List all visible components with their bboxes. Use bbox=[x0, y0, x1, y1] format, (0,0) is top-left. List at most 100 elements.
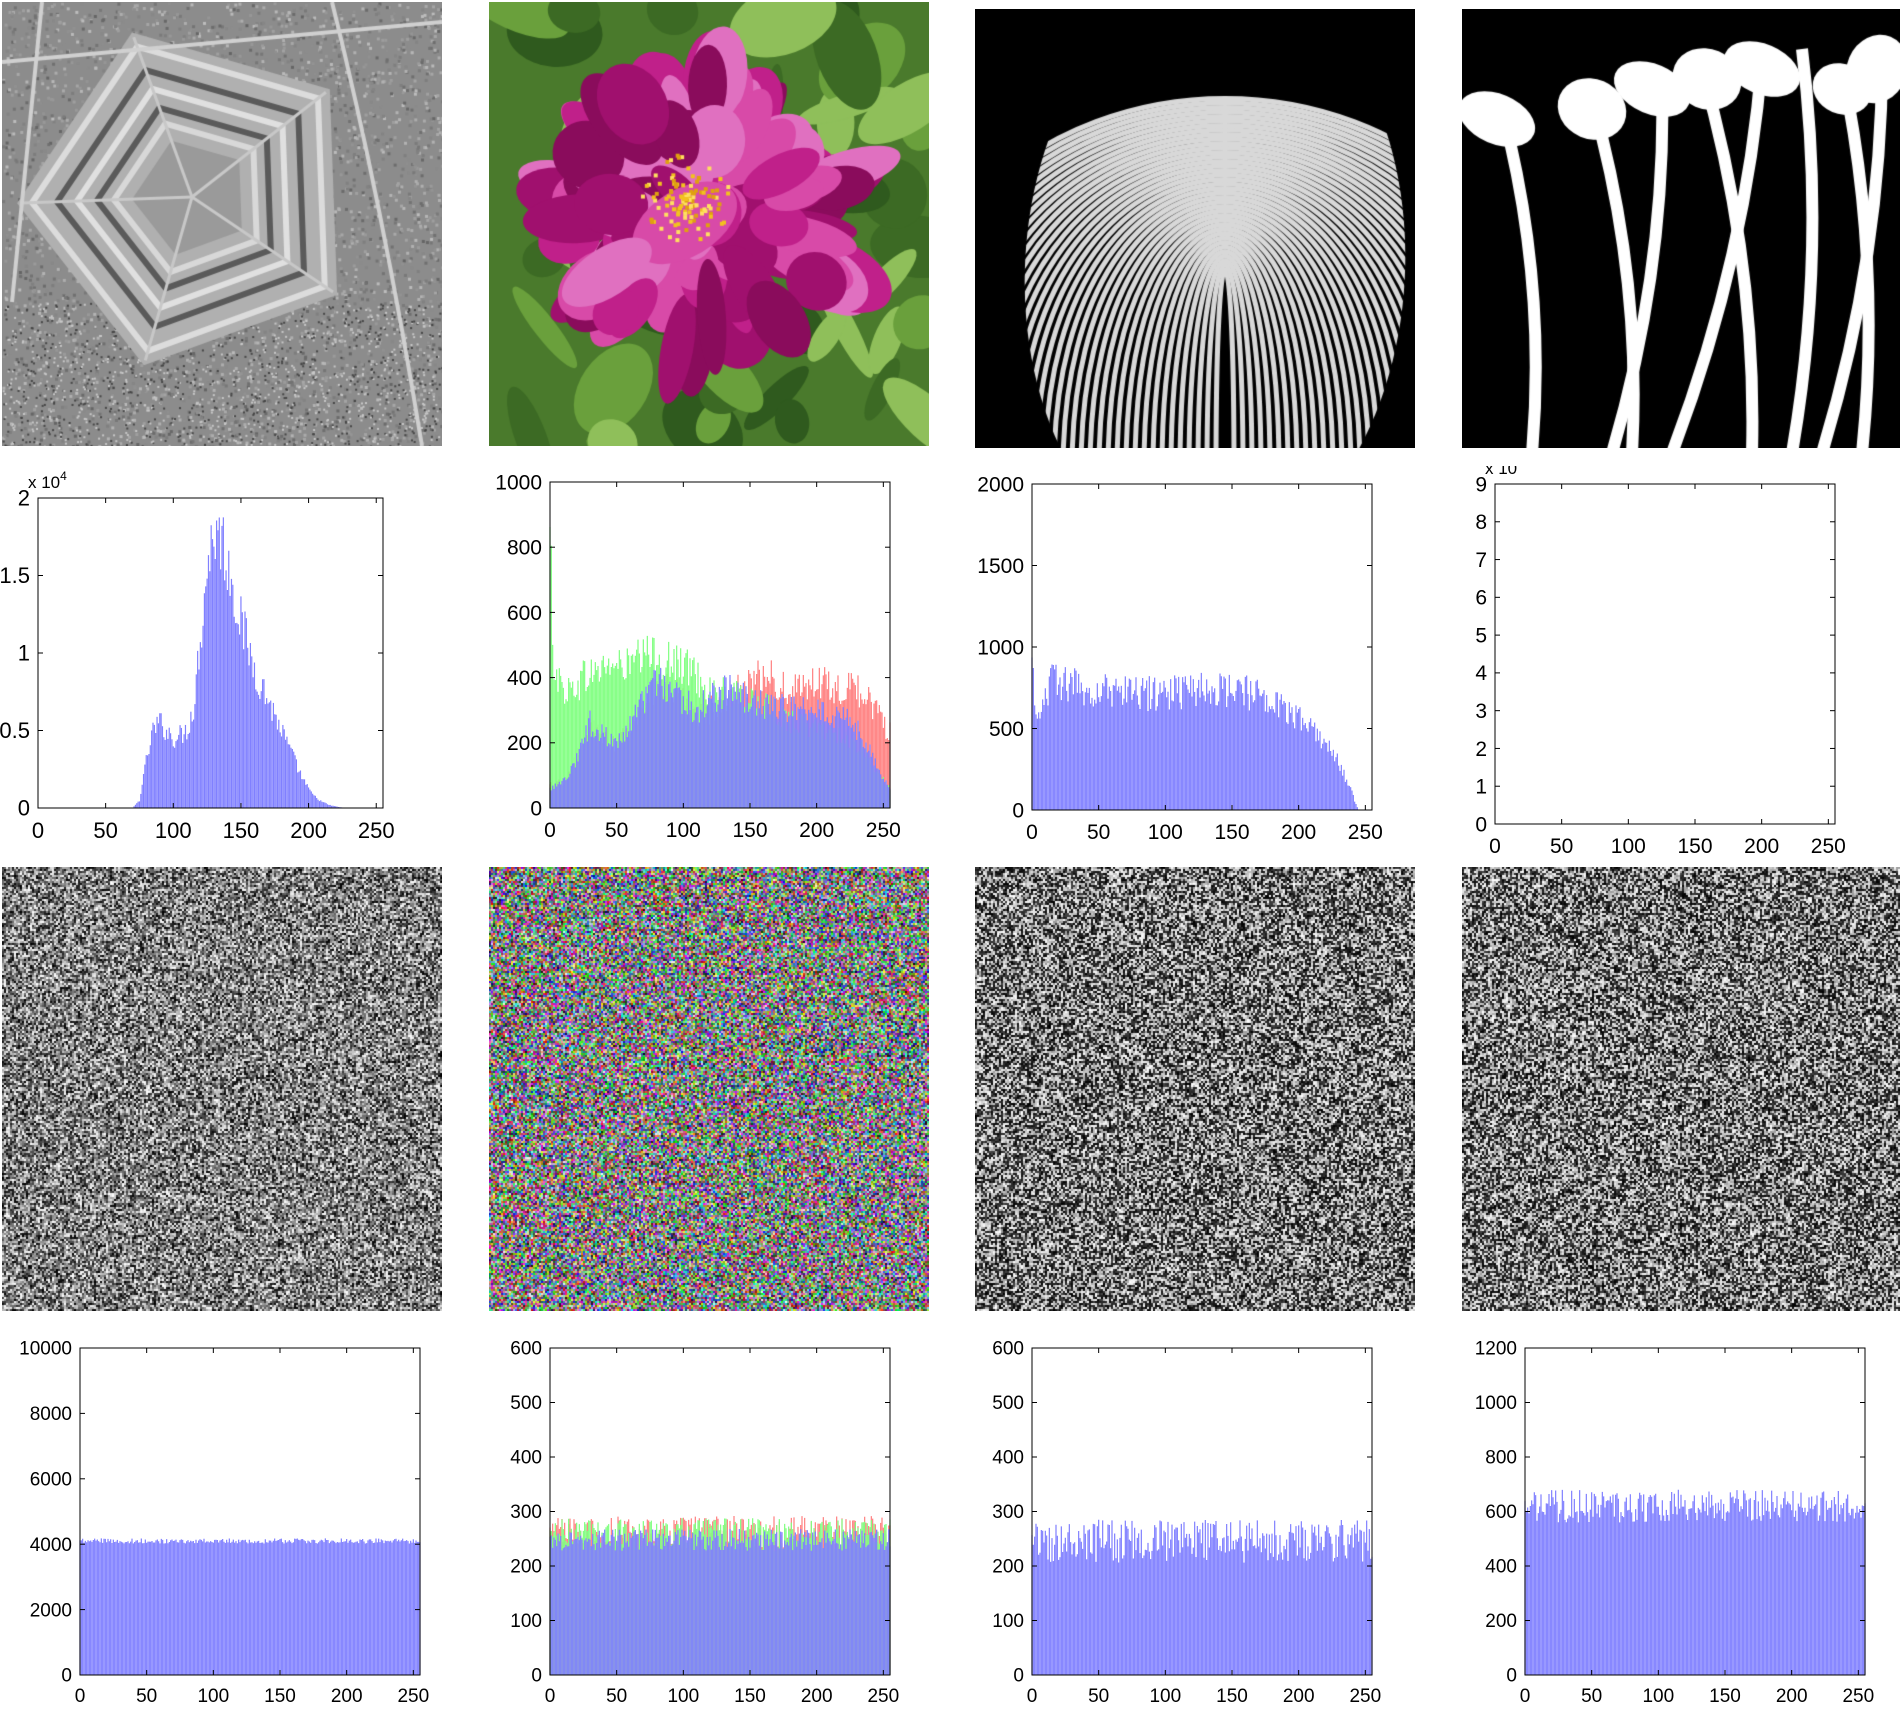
encrypted-fingerprint-image bbox=[975, 867, 1415, 1311]
x-tick-label: 250 bbox=[867, 1686, 899, 1707]
x-tick-label: 250 bbox=[358, 818, 395, 843]
x-tick-label: 150 bbox=[734, 1686, 766, 1707]
aerial-pentagon-image-canvas bbox=[2, 2, 442, 446]
series-bars bbox=[1524, 1489, 1866, 1675]
x-tick-label: 150 bbox=[223, 818, 260, 843]
y-tick-label: 0 bbox=[61, 1666, 72, 1687]
y-tick-label: 500 bbox=[510, 1393, 542, 1414]
histogram-svg: 0 100 200 300 400 500 600 0 50 100 150 200 250 bbox=[992, 1339, 1381, 1707]
y-tick-label: 400 bbox=[992, 1448, 1024, 1469]
encrypted-lilies-image-canvas bbox=[1462, 867, 1900, 1311]
x-tick-label: 0 bbox=[545, 1686, 556, 1707]
histogram-lilies: 0 1 2 3 4 5 6 7 8 9 0 50 100 150 200 250 x 104 bbox=[1450, 466, 1850, 866]
y-tick-label: 6 bbox=[1475, 587, 1487, 610]
y-tick-label: 1200 bbox=[1475, 1339, 1517, 1360]
histogram-svg: 0 2000 4000 6000 8000 10000 0 50 100 150 200 250 bbox=[19, 1339, 429, 1707]
y-tick-label: 100 bbox=[510, 1611, 542, 1632]
x-tick-label: 100 bbox=[1642, 1686, 1674, 1707]
x-tick-label: 200 bbox=[1776, 1686, 1808, 1707]
y-tick-label: 1000 bbox=[977, 636, 1024, 659]
x-tick-label: 0 bbox=[544, 819, 556, 842]
y-tick-label: 200 bbox=[1485, 1611, 1517, 1632]
plot-frame bbox=[1494, 483, 1836, 825]
y-tick-label: 5 bbox=[1475, 624, 1487, 647]
series-bars bbox=[1031, 1519, 1373, 1675]
histogram-peony: 0 200 400 600 800 1000 0 50 100 150 200 250 bbox=[478, 466, 918, 866]
x-tick-label: 200 bbox=[290, 818, 327, 843]
x-tick-label: 50 bbox=[605, 819, 628, 842]
x-tick-label: 100 bbox=[667, 1686, 699, 1707]
plot-frame bbox=[549, 481, 891, 809]
y-tick-label: 100 bbox=[992, 1611, 1024, 1632]
y-tick-label: 4000 bbox=[30, 1535, 72, 1556]
y-tick-label: 400 bbox=[510, 1448, 542, 1469]
x-tick-label: 250 bbox=[397, 1686, 429, 1707]
histogram-encrypted-lilies: 0 200 400 600 800 1000 1200 0 50 100 150 200 250 bbox=[1450, 1330, 1890, 1725]
plot-frame bbox=[79, 1347, 421, 1676]
histogram-encrypted-peony: 0 100 200 300 400 500 600 0 50 100 150 200 250 bbox=[478, 1330, 918, 1725]
y-tick-label: 0 bbox=[1013, 1666, 1024, 1687]
x-tick-label: 100 bbox=[1148, 821, 1183, 844]
encrypted-lilies-image bbox=[1462, 867, 1900, 1311]
x-tick-label: 200 bbox=[1744, 835, 1779, 858]
encrypted-peony-image bbox=[489, 867, 929, 1311]
x-tick-label: 150 bbox=[1216, 1686, 1248, 1707]
encrypted-fingerprint-image-canvas bbox=[975, 867, 1415, 1311]
y-tick-label: 600 bbox=[510, 1339, 542, 1360]
fingerprint-image bbox=[975, 9, 1415, 448]
y-tick-label: 0 bbox=[1506, 1666, 1517, 1687]
x-tick-label: 0 bbox=[1520, 1686, 1531, 1707]
y-tick-label: 7 bbox=[1475, 549, 1487, 572]
y-tick-label: 600 bbox=[1485, 1502, 1517, 1523]
x-tick-label: 150 bbox=[1214, 821, 1249, 844]
peony-flower-image bbox=[489, 2, 929, 446]
x-tick-label: 50 bbox=[1088, 1686, 1109, 1707]
y-tick-label: 1 bbox=[18, 641, 30, 666]
fingerprint-image-canvas bbox=[975, 9, 1415, 448]
y-tick-label: 300 bbox=[510, 1502, 542, 1523]
y-tick-label: 400 bbox=[1485, 1557, 1517, 1578]
x-tick-label: 50 bbox=[1087, 821, 1110, 844]
x-tick-label: 50 bbox=[1581, 1686, 1602, 1707]
x-tick-label: 50 bbox=[136, 1686, 157, 1707]
histogram-svg: 0 0.5 1 1.5 2 0 50 100 150 200 250 x 104 bbox=[0, 469, 395, 843]
y-tick-label: 1 bbox=[1475, 776, 1487, 799]
y-tick-label: 9 bbox=[1475, 473, 1487, 496]
y-tick-label: 300 bbox=[992, 1502, 1024, 1523]
x-tick-label: 250 bbox=[866, 819, 901, 842]
x-tick-label: 0 bbox=[1027, 1686, 1038, 1707]
x-tick-label: 150 bbox=[1677, 835, 1712, 858]
histogram-pentagon: 0 0.5 1 1.5 2 0 50 100 150 200 250 x 104 bbox=[0, 466, 400, 866]
x-tick-label: 250 bbox=[1842, 1686, 1874, 1707]
y-tick-label: 8 bbox=[1475, 511, 1487, 534]
y-tick-label: 2000 bbox=[977, 473, 1024, 496]
histogram-encrypted-pentagon: 0 2000 4000 6000 8000 10000 0 50 100 150 200 250 bbox=[0, 1330, 440, 1725]
histogram-svg: 0 500 1000 1500 2000 0 50 100 150 200 250 bbox=[977, 473, 1383, 844]
histogram-svg: 0 200 400 600 800 1000 1200 0 50 100 150 200 250 bbox=[1475, 1339, 1874, 1707]
binary-calla-lilies-image bbox=[1462, 9, 1900, 448]
y-tick-label: 500 bbox=[989, 718, 1024, 741]
encrypted-peony-image-canvas bbox=[489, 867, 929, 1311]
x-tick-label: 50 bbox=[606, 1686, 627, 1707]
y-tick-label: 1500 bbox=[977, 555, 1024, 578]
y-tick-label: 800 bbox=[507, 537, 542, 560]
y-tick-label: 200 bbox=[510, 1557, 542, 1578]
x-tick-label: 100 bbox=[1611, 835, 1646, 858]
y-tick-label: 0.5 bbox=[0, 718, 30, 743]
y-tick-label: 6000 bbox=[30, 1469, 72, 1490]
series-bars bbox=[1031, 657, 1358, 810]
y-tick-label: 0 bbox=[1012, 799, 1024, 822]
peony-flower-image-canvas bbox=[489, 2, 929, 446]
y-tick-label: 200 bbox=[507, 732, 542, 755]
x-tick-label: 200 bbox=[1281, 821, 1316, 844]
y-tick-label: 10000 bbox=[19, 1339, 72, 1360]
y-tick-label: 0 bbox=[531, 1666, 542, 1687]
y-tick-label: 600 bbox=[992, 1339, 1024, 1360]
x-tick-label: 200 bbox=[799, 819, 834, 842]
histogram-svg: 0 100 200 300 400 500 600 0 50 100 150 200 250 bbox=[510, 1339, 899, 1707]
x-tick-label: 250 bbox=[1348, 821, 1383, 844]
histogram-svg: 0 1 2 3 4 5 6 7 8 9 0 50 100 150 200 250 x 104 bbox=[1475, 466, 1846, 858]
y-tick-label: 4 bbox=[1475, 662, 1487, 685]
y-tick-label: 2000 bbox=[30, 1600, 72, 1621]
x-tick-label: 50 bbox=[93, 818, 117, 843]
